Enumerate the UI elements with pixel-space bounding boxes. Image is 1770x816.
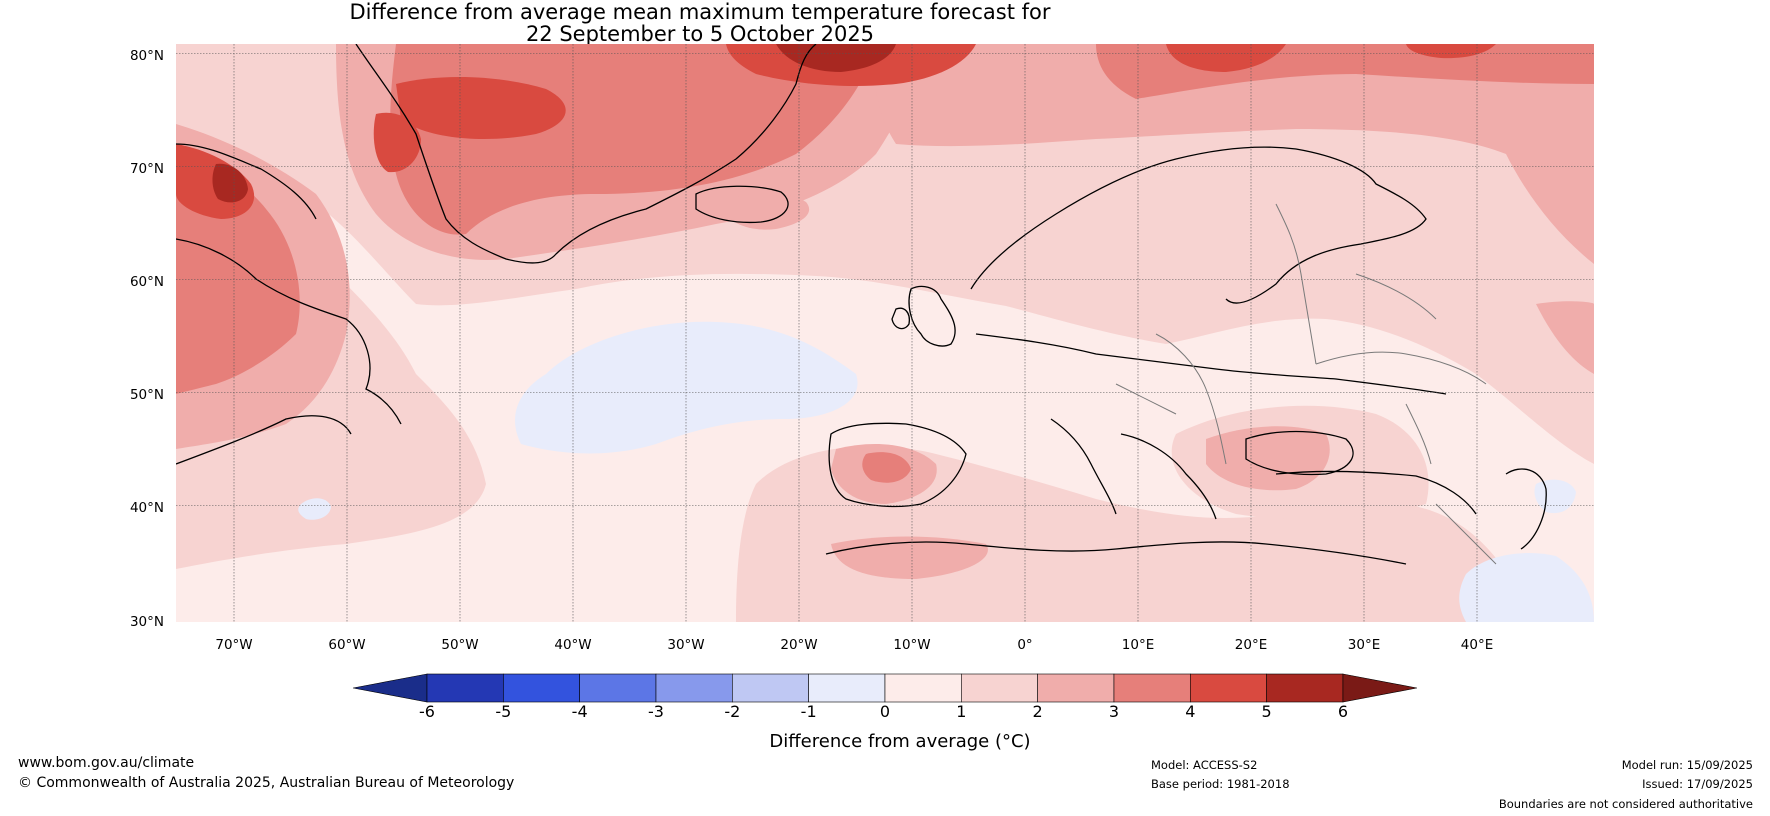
footer-issued: Issued: 17/09/2025 [1642, 777, 1753, 791]
lon-label-10e: 10°E [1121, 637, 1155, 653]
colorbar-tick-label: 2 [1032, 702, 1043, 721]
colorbar-segment [1113, 673, 1191, 703]
anomaly-band-2-3-arctic [874, 44, 1594, 264]
colorbar-tick-label: -6 [419, 702, 435, 721]
colorbar-segment [579, 673, 657, 703]
colorbar-segment [426, 673, 504, 703]
footer-base-period: Base period: 1981-2018 [1151, 777, 1290, 791]
colorbar-tick-label: 1 [956, 702, 967, 721]
colorbar-segment [732, 673, 809, 703]
colorbar-segment [655, 673, 733, 703]
colorbar-segment [1189, 673, 1267, 703]
anomaly-band-2-3-east [1536, 301, 1594, 374]
anomaly-band-4-5-greenland [396, 77, 566, 139]
anomaly-band-2-3-iceland [721, 192, 810, 230]
anomaly-band-neg-atlantic [515, 321, 858, 454]
colorbar-segment [808, 673, 886, 703]
colorbar-extend-low [353, 673, 428, 703]
anomaly-band-2-3-morocco [831, 536, 988, 579]
colorbar-extend-high [1342, 673, 1418, 703]
lat-label-70n: 70°N [129, 161, 164, 177]
colorbar-label: Difference from average (°C) [0, 731, 1770, 752]
lon-label-50w: 50°W [441, 637, 479, 653]
lat-label-30n: 30°N [129, 614, 164, 630]
anomaly-band-4-5-franz [1166, 44, 1286, 72]
colorbar-tick-label: 3 [1108, 702, 1120, 721]
colorbar-segment [1037, 673, 1115, 703]
colorbar-segment [503, 673, 580, 703]
lat-label-40n: 40°N [129, 500, 164, 516]
footer-model: Model: ACCESS-S2 [1151, 758, 1258, 772]
colorbar-tick-label: 5 [1261, 702, 1272, 721]
lon-label-60w: 60°W [328, 637, 366, 653]
colorbar [353, 673, 1418, 703]
anomaly-band-4-5-karasea [1406, 44, 1496, 59]
colorbar-tick-label: -3 [648, 702, 664, 721]
anomaly-band-1-2-iberia [736, 446, 1536, 622]
anomaly-band-neg-islet [298, 498, 331, 520]
colorbar-tick-label: 0 [879, 702, 891, 721]
lon-label-40w: 40°W [554, 637, 592, 653]
lat-label-60n: 60°N [129, 274, 164, 290]
colorbar-label-text: Difference from average (°C) [769, 731, 1031, 752]
anomaly-band-3-4-spain [862, 452, 911, 483]
colorbar-tick-label: -2 [724, 702, 741, 721]
map-title-line2: 22 September to 5 October 2025 [525, 22, 875, 46]
lat-label-80n: 80°N [129, 48, 164, 64]
colorbar-tick-label: 4 [1185, 702, 1196, 721]
colorbar-tick-label: 6 [1337, 702, 1349, 721]
colorbar-tick-label: -5 [495, 702, 512, 721]
footer-model-run: Model run: 15/09/2025 [1621, 758, 1753, 772]
colorbar-tick-label: -4 [571, 702, 588, 721]
lon-label-40e: 40°E [1460, 637, 1494, 653]
anomaly-band-neg-caspian [1459, 553, 1594, 622]
lon-label-30w: 30°W [667, 637, 705, 653]
footer-disclaimer: Boundaries are not considered authoritat… [1498, 797, 1753, 811]
colorbar-segment [961, 673, 1038, 703]
colorbar-segment [1266, 673, 1344, 703]
coastlines [176, 44, 1547, 565]
footer-copyright: © Commonwealth of Australia 2025, Austra… [18, 775, 515, 791]
lon-label-30e: 30°E [1347, 637, 1381, 653]
lon-label-20e: 20°E [1234, 637, 1268, 653]
anomaly-band-neg-caspian-north [1534, 479, 1576, 514]
footer-website: www.bom.gov.au/climate [18, 755, 195, 771]
map-title-line1: Difference from average mean maximum tem… [349, 0, 1051, 24]
temperature-anomaly-map [176, 44, 1594, 622]
colorbar-segment [884, 673, 962, 703]
lon-label-70w: 70°W [215, 637, 253, 653]
anomaly-band-5-6-baffin [212, 163, 248, 203]
country-borders [1115, 203, 1497, 565]
colorbar-tick-label: -1 [800, 702, 817, 721]
anomaly-band-4-5-greenlandnw [373, 112, 421, 173]
anomaly-band-5-6-svalbard [776, 44, 896, 72]
graticule [176, 44, 1594, 622]
lon-label-20w: 20°W [780, 637, 818, 653]
lon-label-0: 0° [1017, 637, 1033, 653]
lat-label-50n: 50°N [129, 387, 164, 403]
lon-label-10w: 10°W [893, 637, 931, 653]
